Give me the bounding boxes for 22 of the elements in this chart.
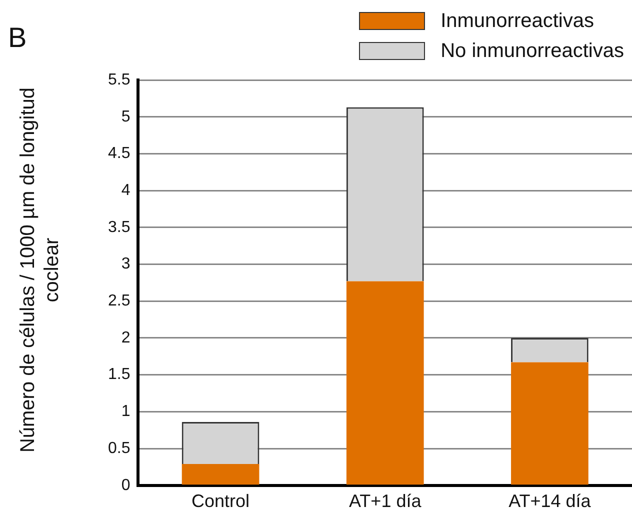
y-tick-label: 0: [121, 476, 130, 494]
x-tick-label: AT+14 día: [508, 491, 592, 512]
y-tick-label: 4.5: [108, 145, 130, 162]
y-tick-label: 2.5: [108, 292, 130, 310]
bar: [346, 281, 424, 485]
x-tick-label: Control: [192, 491, 250, 512]
y-tick-label: 1: [121, 403, 130, 420]
y-tick-label: 2: [121, 329, 130, 346]
bar: [511, 362, 588, 485]
y-axis-title: Número de células / 1000 µm de longitud coclear: [16, 86, 64, 455]
x-tick-label: AT+1 día: [349, 491, 422, 512]
y-tick-label: 4: [121, 182, 130, 199]
y-tick-label: 1.5: [108, 366, 130, 384]
y-tick-label: 0.5: [108, 440, 130, 457]
y-tick-label: 3: [121, 256, 130, 273]
y-tick-label: 5.5: [108, 71, 130, 88]
y-tick-label: 5: [121, 108, 130, 126]
y-tick-label: 3.5: [108, 218, 130, 236]
text: B: [8, 22, 27, 54]
bar: [182, 464, 260, 485]
legend-label: Inmunorreactivas: [440, 10, 594, 32]
legend-label: No inmunorreactivas: [440, 40, 624, 62]
